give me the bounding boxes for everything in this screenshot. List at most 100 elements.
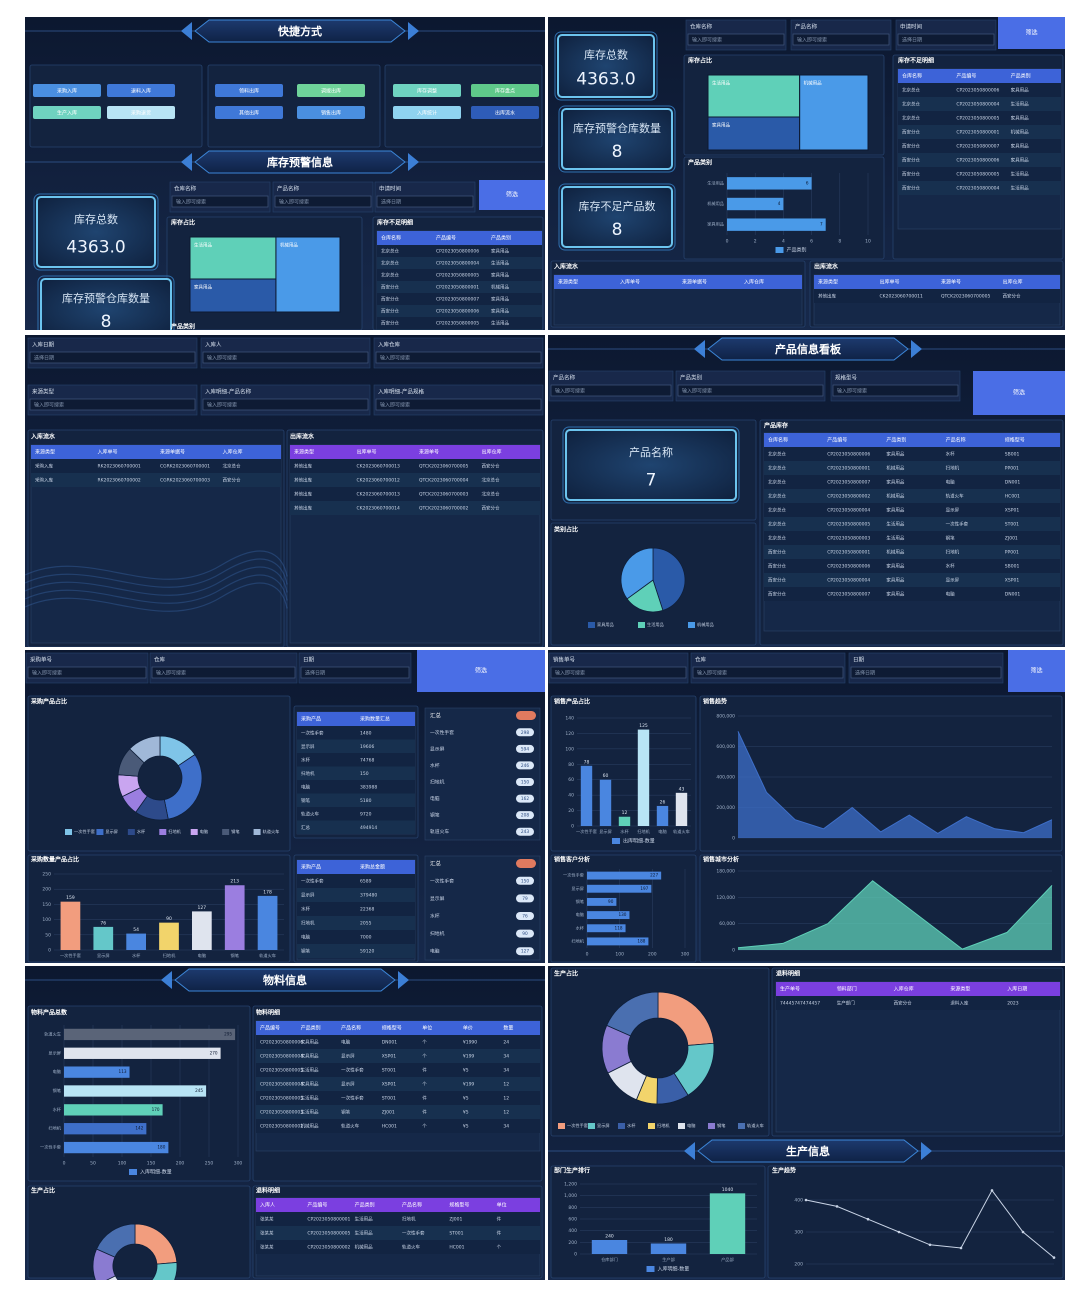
x-tick-label: 0: [726, 239, 729, 245]
filter-input[interactable]: [687, 33, 785, 46]
table-cell: 北京总仓: [768, 507, 786, 514]
filter-input[interactable]: [897, 33, 995, 46]
shortcut-button[interactable]: [107, 84, 175, 97]
filter-placeholder: 输入即可搜索: [34, 402, 64, 409]
kpi-label: 库存预警仓库数量: [573, 121, 661, 135]
filter-input[interactable]: [151, 666, 296, 679]
summary-badge: [516, 947, 534, 956]
table-cell: 北京总仓: [482, 477, 500, 484]
summary-title: 汇总: [430, 860, 442, 868]
shortcut-button[interactable]: [393, 106, 461, 119]
filter-button-label[interactable]: 筛选: [1030, 667, 1042, 675]
shortcut-button-label[interactable]: 调拨出库: [321, 88, 341, 95]
summary-value: 243: [521, 829, 529, 835]
filter-input[interactable]: [376, 195, 474, 208]
shortcut-button[interactable]: [107, 106, 175, 119]
filter-input[interactable]: [27, 666, 147, 679]
filter-input[interactable]: [550, 666, 687, 679]
filter-label: 来源类型: [32, 388, 55, 396]
table-header-cell: 规格型号: [1005, 437, 1025, 444]
x-tick-label: 0: [63, 1161, 66, 1167]
table-cell: 西安分仓: [768, 577, 786, 584]
shortcut-button[interactable]: [471, 84, 539, 97]
legend-label: 显示屏: [105, 829, 118, 835]
legend-swatch: [558, 1123, 565, 1129]
filter-input[interactable]: [29, 351, 196, 364]
bar: [709, 1193, 746, 1254]
shortcut-button-label[interactable]: 库存盘点: [495, 88, 515, 95]
table-cell: CGRK2023060700001: [160, 464, 210, 470]
filter-button-label[interactable]: 筛选: [475, 667, 487, 675]
shortcut-button[interactable]: [297, 106, 365, 119]
filter-button[interactable]: [973, 371, 1065, 415]
summary-name: 水杯: [430, 913, 440, 920]
table-cell: 74445747474457: [780, 1001, 820, 1007]
filter-input[interactable]: [692, 666, 844, 679]
summary-badge: [516, 929, 534, 938]
shortcut-button[interactable]: [393, 84, 461, 97]
filter-input[interactable]: [274, 195, 372, 208]
shortcut-button-label[interactable]: 退料入库: [131, 88, 151, 95]
summary-badge: [516, 761, 534, 770]
shortcut-button-label[interactable]: 采购退货: [131, 110, 151, 117]
y-tick-label: 钢笔: [53, 1087, 61, 1094]
shortcut-button-label[interactable]: 其他出库: [239, 110, 259, 117]
banner-shape: [194, 150, 406, 174]
table-header-cell: 入库单号: [620, 279, 640, 286]
table-row: [256, 1226, 540, 1240]
summary-name: 显示屏: [430, 746, 445, 752]
table-row: [898, 153, 1061, 167]
bar-value-label: 270: [210, 1050, 218, 1055]
table-header-cell: 来源单据号: [160, 449, 185, 456]
filter-input[interactable]: [375, 398, 542, 411]
filter-button-label[interactable]: 筛选: [1025, 29, 1037, 37]
shortcut-button-label[interactable]: 库存调整: [417, 88, 437, 95]
shortcut-button-label[interactable]: 入库统计: [417, 110, 437, 117]
filter-input[interactable]: [29, 398, 196, 411]
shortcut-button[interactable]: [471, 106, 539, 119]
y-tick-label: 600: [568, 1217, 577, 1223]
filter-button-label[interactable]: 筛选: [1013, 389, 1025, 397]
table-row: [290, 501, 540, 515]
shortcut-button[interactable]: [297, 84, 365, 97]
shortcut-button-label[interactable]: 出库流水: [495, 110, 515, 117]
filter-button[interactable]: [479, 180, 545, 210]
shortcut-button[interactable]: [215, 106, 283, 119]
shortcut-button[interactable]: [215, 84, 283, 97]
summary-value: 79: [522, 896, 528, 902]
filter-input[interactable]: [792, 33, 890, 46]
filter-button[interactable]: [417, 650, 545, 692]
table-cell: ¥5: [463, 1096, 469, 1102]
shortcut-button[interactable]: [33, 106, 101, 119]
y-tick-label: 120: [565, 731, 574, 737]
summary-badge: [516, 811, 534, 820]
filter-input[interactable]: [375, 351, 542, 364]
shortcut-button-label[interactable]: 领料出库: [239, 88, 259, 95]
filter-input[interactable]: [550, 384, 672, 397]
filter-input[interactable]: [677, 384, 824, 397]
filter-input[interactable]: [202, 398, 369, 411]
treemap-label: 生活用品: [194, 242, 212, 249]
bar: [587, 911, 630, 920]
filter-button[interactable]: [1008, 650, 1065, 692]
shortcut-button-label[interactable]: 生产入库: [57, 110, 77, 117]
table-row: [256, 1240, 540, 1254]
table-header-cell: 产品名称: [946, 437, 966, 444]
shortcut-button[interactable]: [33, 84, 101, 97]
table-cell: 生活用品: [301, 1109, 319, 1116]
table-cell: 钢笔: [946, 535, 955, 542]
bar: [727, 197, 784, 211]
table-cell: 383988: [360, 784, 377, 790]
filter-input[interactable]: [850, 666, 1002, 679]
table-header-cell: 产品编号: [260, 1025, 280, 1032]
shortcut-button-label[interactable]: 销售出库: [321, 110, 341, 117]
filter-button[interactable]: [998, 17, 1065, 49]
table-row: [256, 1035, 540, 1049]
shortcut-button-label[interactable]: 采购入库: [57, 88, 77, 95]
filter-input[interactable]: [832, 384, 959, 397]
section-title: 销售城市分析: [703, 856, 739, 864]
filter-input[interactable]: [171, 195, 269, 208]
filter-button-label[interactable]: 筛选: [506, 191, 518, 199]
filter-input[interactable]: [202, 351, 369, 364]
filter-input[interactable]: [300, 666, 410, 679]
